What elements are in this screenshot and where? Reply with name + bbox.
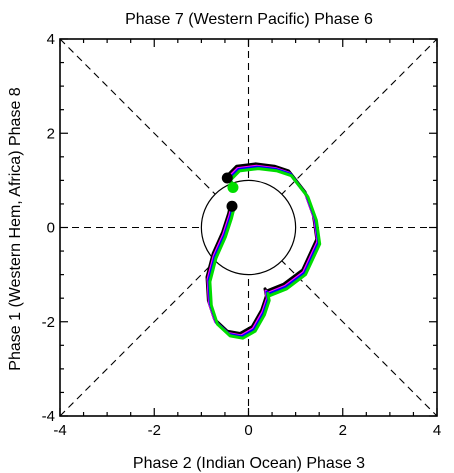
x-tick-label: -4 — [53, 422, 66, 439]
x-tick-label: 2 — [339, 422, 347, 439]
end-markers — [221, 172, 239, 212]
x-tick-label: 0 — [244, 422, 252, 439]
x-tick-label: -2 — [148, 422, 161, 439]
unit-circle — [200, 179, 297, 276]
y-tick-label: 4 — [47, 31, 55, 48]
end-marker — [221, 172, 233, 184]
x-axis-label: Phase 2 (Indian Ocean) Phase 3 — [133, 455, 365, 472]
y-tick-label: -4 — [42, 408, 55, 425]
axis-ticks: -4 -2 0 2 4 -4 -2 0 2 4 — [42, 31, 442, 439]
end-marker — [226, 200, 238, 212]
series-line — [208, 167, 322, 340]
y-tick-label: 0 — [47, 220, 55, 237]
y-axis-label: Phase 1 (Western Hem, Africa) Phase 8 — [7, 87, 24, 370]
y-tick-label: 2 — [47, 125, 55, 142]
trajectory-lines — [205, 162, 322, 340]
end-marker — [227, 181, 239, 193]
series-line — [205, 162, 319, 335]
unit-circle-group — [200, 179, 297, 276]
y-tick-label: -2 — [42, 314, 55, 331]
chart-title: Phase 7 (Western Pacific) Phase 6 — [125, 11, 373, 28]
x-tick-label: 4 — [433, 422, 441, 439]
